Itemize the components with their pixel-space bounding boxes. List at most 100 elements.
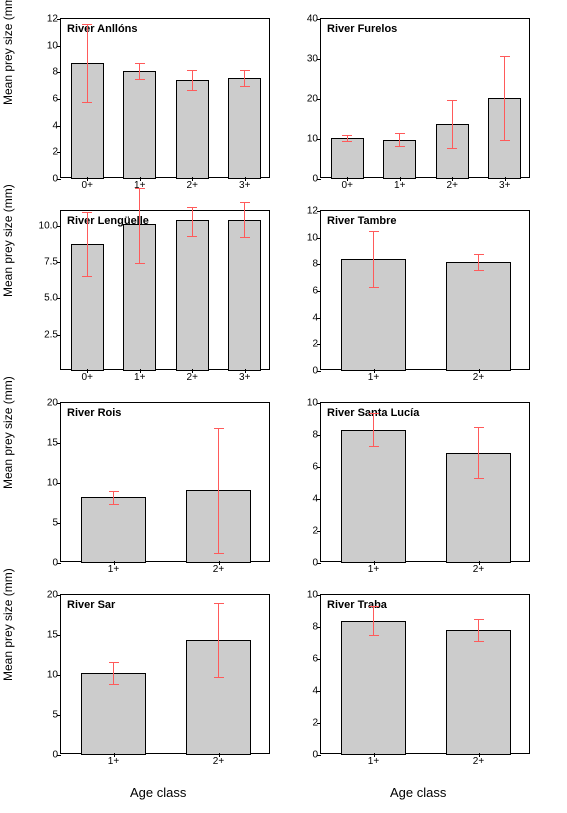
chart-panel: River Tambre0246810121+2+ — [320, 210, 530, 370]
y-tick-label: 10 — [288, 232, 318, 243]
error-bar — [218, 603, 219, 677]
error-bar — [139, 63, 140, 79]
y-tick-label: 12 — [288, 206, 318, 217]
y-tick-label: 8 — [288, 622, 318, 633]
y-tick-label: 6 — [288, 286, 318, 297]
panel-title: River Anllóns — [67, 23, 138, 35]
y-tick-label: 0 — [28, 750, 58, 761]
error-bar — [87, 212, 88, 276]
y-tick-label: 0 — [288, 750, 318, 761]
y-axis-label: Mean prey size (mm) — [1, 89, 15, 105]
chart-panel: River Sar051015201+2+ — [60, 594, 270, 754]
error-bar — [87, 24, 88, 101]
y-tick-label: 4 — [288, 494, 318, 505]
x-tick-label: 3+ — [239, 180, 250, 191]
bar — [228, 78, 261, 179]
y-tick-label: 4 — [28, 120, 58, 131]
x-tick-label: 2+ — [187, 180, 198, 191]
x-tick-label: 1+ — [394, 180, 405, 191]
y-tick-label: 7.5 — [28, 256, 58, 267]
y-tick-label: 2 — [288, 339, 318, 350]
y-tick-label: 15 — [28, 438, 58, 449]
y-axis-label: Mean prey size (mm) — [1, 281, 15, 297]
y-tick-label: 4 — [288, 312, 318, 323]
y-tick-label: 0 — [288, 558, 318, 569]
chart-panel: River Furelos0102030400+1+2+3+ — [320, 18, 530, 178]
x-axis-label: Age class — [130, 785, 186, 800]
chart-panel: River Anllóns0246810120+1+2+3+ — [60, 18, 270, 178]
error-bar — [139, 188, 140, 264]
y-tick-label: 10 — [28, 670, 58, 681]
error-bar — [399, 133, 400, 146]
error-bar — [504, 56, 505, 140]
error-bar — [113, 662, 114, 684]
y-tick-label: 5 — [28, 518, 58, 529]
error-bar — [218, 428, 219, 553]
x-tick-label: 0+ — [82, 180, 93, 191]
y-tick-label: 20 — [28, 398, 58, 409]
bar — [341, 621, 406, 755]
y-tick-label: 10 — [288, 398, 318, 409]
x-tick-label: 0+ — [342, 180, 353, 191]
y-tick-label: 6 — [28, 94, 58, 105]
error-bar — [478, 619, 479, 641]
x-tick-label: 2+ — [213, 564, 224, 575]
x-tick-label: 1+ — [368, 564, 379, 575]
x-tick-label: 1+ — [368, 756, 379, 767]
x-tick-label: 2+ — [447, 180, 458, 191]
bar — [123, 71, 156, 179]
x-tick-label: 2+ — [473, 372, 484, 383]
y-tick-label: 2 — [288, 718, 318, 729]
y-tick-label: 10.0 — [28, 220, 58, 231]
chart-panel: River Lengüelle2.55.07.510.00+1+2+3+ — [60, 210, 270, 370]
y-tick-label: 5 — [28, 710, 58, 721]
error-bar — [478, 427, 479, 478]
bar — [81, 673, 146, 755]
bar — [228, 220, 261, 371]
y-tick-label: 2 — [28, 147, 58, 158]
x-tick-label: 0+ — [82, 372, 93, 383]
chart-panel: River Traba02468101+2+ — [320, 594, 530, 754]
bar — [176, 80, 209, 179]
panel-title: River Sar — [67, 599, 115, 611]
x-tick-label: 3+ — [239, 372, 250, 383]
y-tick-label: 10 — [28, 478, 58, 489]
bar — [331, 138, 364, 179]
y-tick-label: 6 — [288, 654, 318, 665]
y-axis-label: Mean prey size (mm) — [1, 665, 15, 681]
bar — [446, 262, 511, 371]
x-axis-label: Age class — [390, 785, 446, 800]
error-bar — [113, 491, 114, 504]
error-bar — [478, 254, 479, 270]
bar — [176, 220, 209, 371]
x-tick-label: 1+ — [134, 372, 145, 383]
y-tick-label: 8 — [288, 430, 318, 441]
y-tick-label: 0 — [28, 558, 58, 569]
error-bar — [192, 70, 193, 90]
error-bar — [244, 202, 245, 237]
chart-panel: River Rois051015201+2+ — [60, 402, 270, 562]
x-tick-label: 1+ — [108, 756, 119, 767]
y-tick-label: 10 — [288, 134, 318, 145]
x-tick-label: 2+ — [187, 372, 198, 383]
y-axis-label: Mean prey size (mm) — [1, 473, 15, 489]
bar — [446, 630, 511, 755]
y-tick-label: 2.5 — [28, 329, 58, 340]
y-tick-label: 8 — [288, 259, 318, 270]
x-tick-label: 2+ — [473, 564, 484, 575]
y-tick-label: 6 — [288, 462, 318, 473]
x-tick-label: 2+ — [213, 756, 224, 767]
panel-title: River Furelos — [327, 23, 397, 35]
y-tick-label: 4 — [288, 686, 318, 697]
error-bar — [244, 70, 245, 86]
figure: Mean prey size (mm) Mean prey size (mm) Me… — [0, 0, 567, 813]
panel-title: River Tambre — [327, 215, 397, 227]
y-tick-label: 10 — [288, 590, 318, 601]
bar — [81, 497, 146, 563]
y-tick-label: 40 — [288, 14, 318, 25]
y-tick-label: 8 — [28, 67, 58, 78]
y-tick-label: 20 — [288, 94, 318, 105]
error-bar — [373, 413, 374, 447]
y-tick-label: 30 — [288, 54, 318, 65]
y-tick-label: 20 — [28, 590, 58, 601]
